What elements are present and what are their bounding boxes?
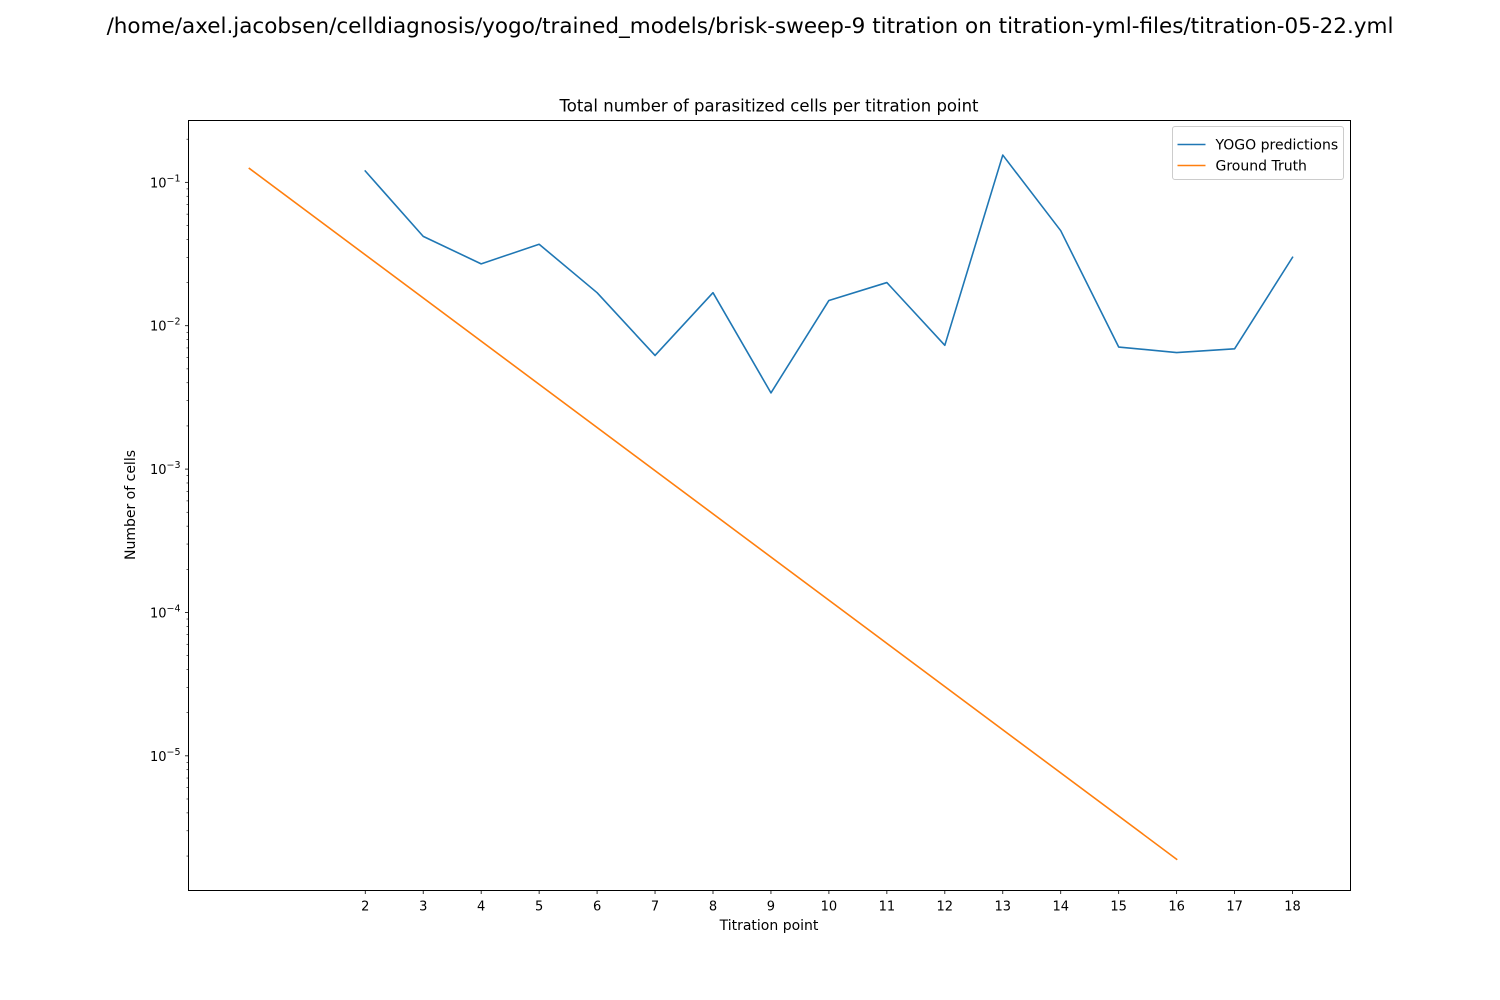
x-tick-label: 13 bbox=[994, 900, 1011, 915]
x-tick-label: 9 bbox=[767, 900, 775, 915]
plot-area-frame bbox=[188, 120, 1351, 891]
y-tick-label: 10−1 bbox=[150, 173, 181, 191]
y-tick-label: 10−5 bbox=[150, 747, 181, 765]
series-line-1 bbox=[364, 154, 1294, 394]
legend-box bbox=[1172, 126, 1344, 180]
y-tick-label: 10−3 bbox=[150, 460, 181, 478]
y-tick-label: 10−4 bbox=[150, 603, 181, 621]
x-tick-label: 18 bbox=[1284, 900, 1301, 915]
x-tick-label: 17 bbox=[1226, 900, 1243, 915]
x-tick-label: 8 bbox=[709, 900, 717, 915]
x-tick-label: 5 bbox=[535, 900, 543, 915]
legend-label: YOGO predictions bbox=[1215, 138, 1339, 154]
x-tick-label: 6 bbox=[593, 900, 601, 915]
x-tick-label: 16 bbox=[1168, 900, 1185, 915]
y-tick-label: 10−2 bbox=[150, 317, 181, 335]
x-tick-label: 10 bbox=[821, 900, 838, 915]
figure-suptitle: /home/axel.jacobsen/celldiagnosis/yogo/t… bbox=[106, 14, 1394, 39]
x-tick-label: 11 bbox=[879, 900, 896, 915]
chart-title: Total number of parasitized cells per ti… bbox=[558, 97, 979, 116]
series-layer bbox=[248, 154, 1294, 861]
x-tick-label: 15 bbox=[1110, 900, 1127, 915]
x-tick-label: 4 bbox=[477, 900, 485, 915]
series-line-2 bbox=[248, 167, 1178, 861]
x-tick-label: 14 bbox=[1052, 900, 1069, 915]
x-tick-label: 2 bbox=[361, 900, 369, 915]
y-axis: 10−1 10−2 10−3 10−4 10−5 bbox=[150, 138, 189, 857]
x-tick-label: 12 bbox=[937, 900, 954, 915]
y-axis-label: Number of cells bbox=[123, 450, 139, 560]
x-axis-label: Titration point bbox=[719, 918, 819, 934]
x-tick-label: 7 bbox=[651, 900, 659, 915]
legend: YOGO predictions Ground Truth bbox=[1172, 126, 1344, 180]
x-tick-label: 3 bbox=[419, 900, 427, 915]
legend-label: Ground Truth bbox=[1216, 159, 1307, 175]
x-axis: 2 3 4 5 6 7 8 9 10 11 12 13 14 15 16 17 18 bbox=[361, 890, 1301, 915]
